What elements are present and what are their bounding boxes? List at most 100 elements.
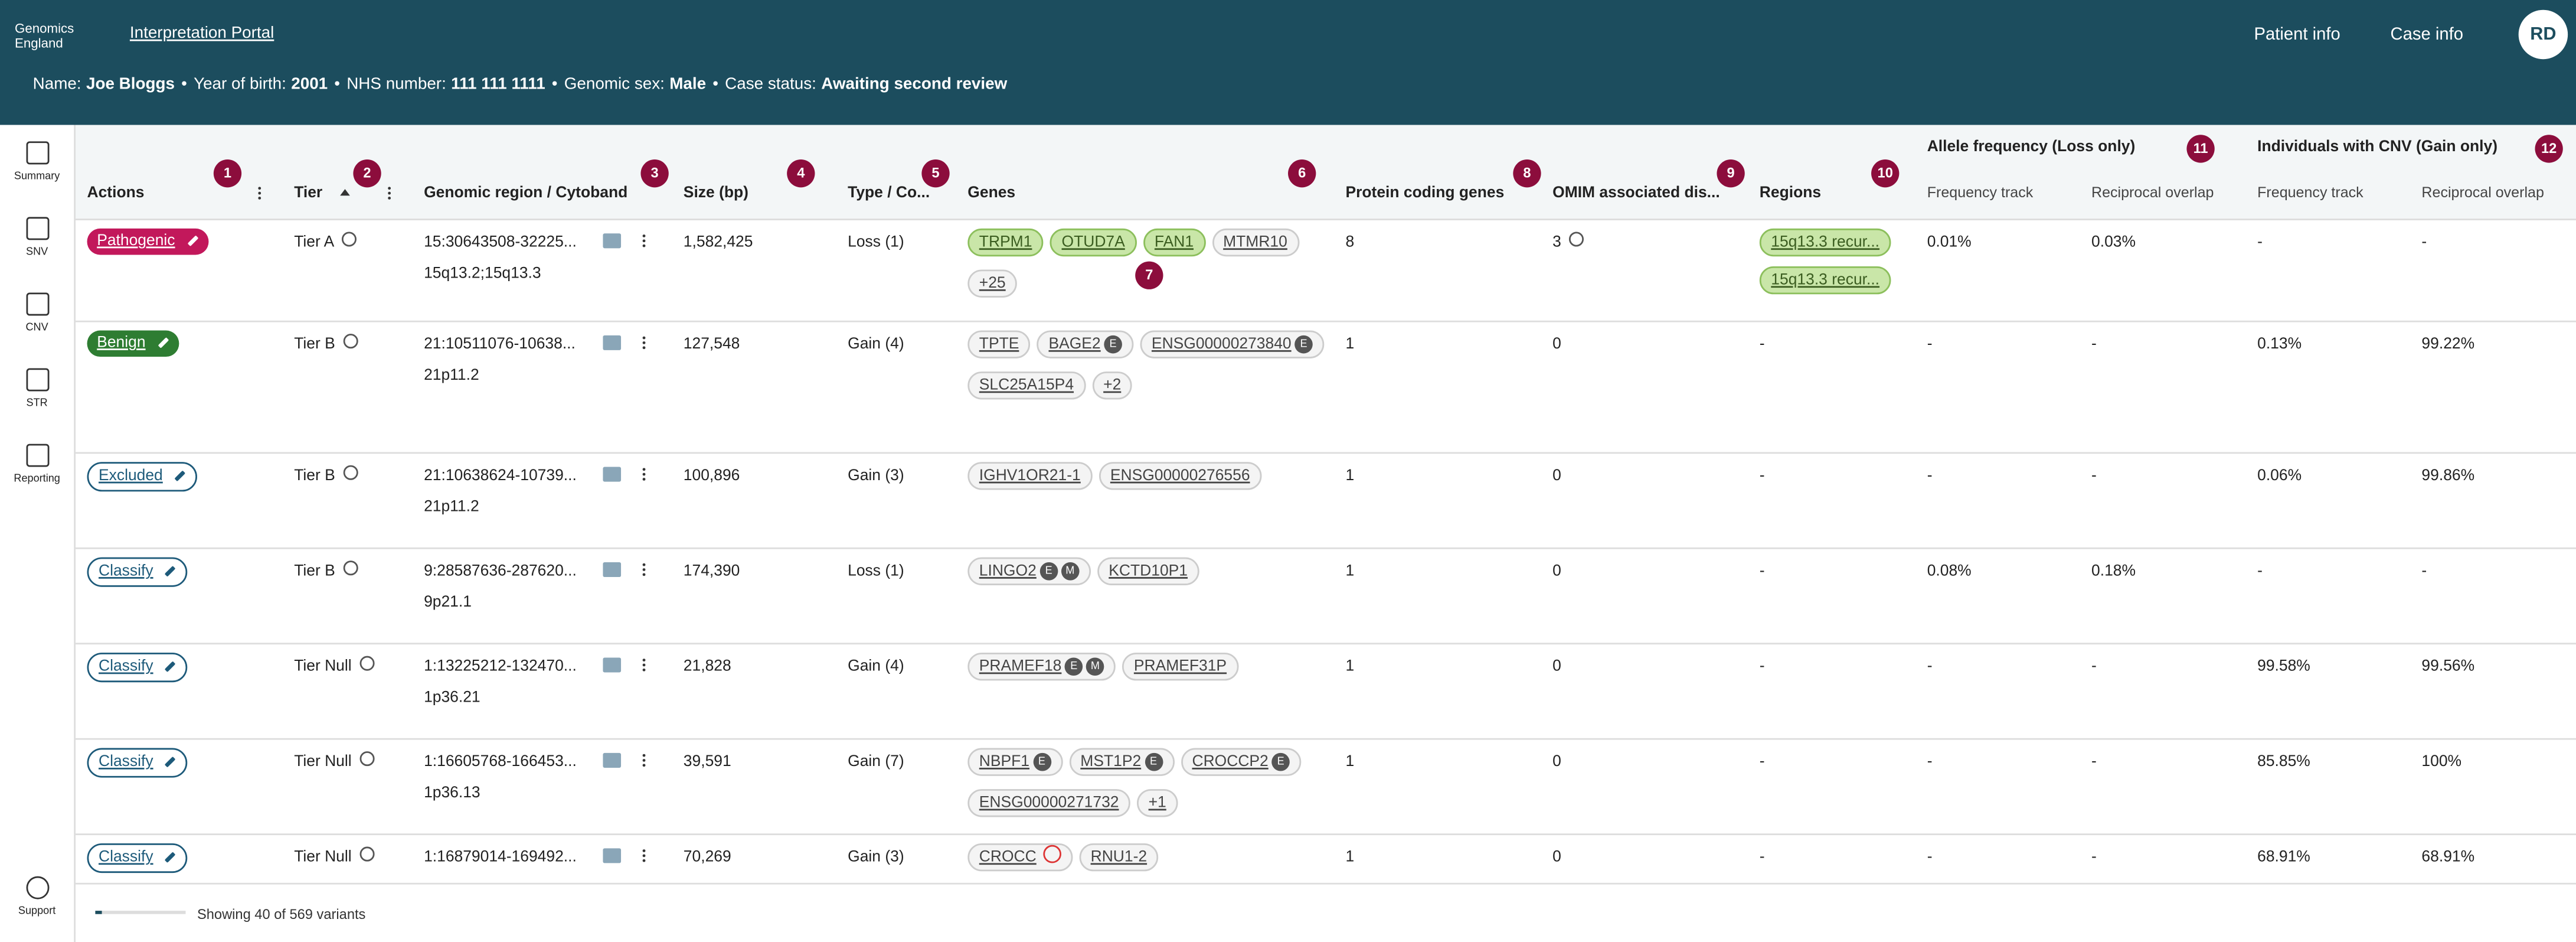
genome-browser-icon[interactable] — [603, 562, 622, 578]
gene-name: PRAMEF18 — [979, 657, 1062, 676]
gene-chip[interactable]: BAGE2 E — [1037, 330, 1134, 358]
column-header[interactable]: Actions — [87, 184, 145, 203]
region-cell: 15:30643508-32225... 15q13.2;15q13.3 — [424, 227, 638, 289]
nav-item[interactable]: CNV — [0, 292, 74, 334]
sort-icon[interactable] — [340, 189, 350, 196]
column-header[interactable]: Frequency track — [1927, 184, 2034, 201]
gene-chip[interactable]: KCTD10P1 — [1097, 557, 1199, 585]
gene-chip[interactable]: +1 — [1137, 789, 1178, 817]
gene-name: ENSG00000273840 — [1151, 335, 1292, 354]
genome-browser-icon[interactable] — [603, 335, 622, 350]
row-menu[interactable] — [642, 335, 646, 350]
column-menu[interactable] — [387, 185, 391, 201]
genome-browser-icon[interactable] — [603, 657, 622, 673]
gene-chip[interactable]: LINGO2 E M — [967, 557, 1091, 585]
column-header[interactable]: Reciprocal overlap — [2421, 184, 2544, 201]
gene-chip[interactable]: RNU1-2 — [1079, 843, 1159, 872]
classify-button[interactable]: Classify — [87, 653, 188, 683]
genomic-region[interactable]: 1:16879014-169492... — [424, 848, 577, 866]
annotation-marker: 6 — [1288, 159, 1316, 188]
genes-cell: CROCC RNU1-2 — [967, 843, 1337, 885]
ind-overlap: 99.86% — [2421, 467, 2475, 485]
portal-link[interactable]: Interpretation Portal — [129, 24, 274, 43]
row-menu[interactable] — [642, 562, 646, 578]
row-menu[interactable] — [642, 467, 646, 482]
gene-name: ENSG00000276556 — [1110, 467, 1250, 485]
nav-item[interactable]: Summary — [0, 141, 74, 182]
gene-chip[interactable]: PRAMEF31P — [1122, 653, 1238, 681]
column-header[interactable]: Frequency track — [2257, 184, 2363, 201]
gene-chip[interactable]: CROCCP2 E — [1180, 748, 1302, 776]
regions-cell: 15q13.3 recur... 15q13.3 recur... — [1759, 228, 1924, 304]
region-empty: - — [1759, 752, 1765, 771]
genomic-region[interactable]: 21:10638624-10739... — [424, 467, 577, 485]
genomic-region[interactable]: 9:28587636-287620... — [424, 562, 577, 581]
protein-coding-genes: 1 — [1345, 562, 1355, 581]
nav-item[interactable]: Reporting — [0, 444, 74, 485]
gene-chip[interactable]: ENSG00000276556 — [1099, 462, 1262, 490]
gene-chip[interactable]: ENSG00000271732 — [967, 789, 1130, 817]
region-chip[interactable]: 15q13.3 recur... — [1759, 228, 1891, 257]
af-freq: 0.01% — [1927, 233, 1972, 252]
gene-chip[interactable]: SLC25A15P4 — [967, 371, 1086, 400]
row-menu[interactable] — [642, 233, 646, 249]
gene-chip[interactable]: MST1P2 E — [1068, 748, 1174, 776]
column-header[interactable]: Tier — [294, 184, 323, 203]
field-label: Case status: — [725, 76, 816, 94]
gene-chip[interactable]: +25 — [967, 269, 1018, 298]
classify-button[interactable]: Classify — [87, 557, 188, 587]
gene-chip[interactable]: OTUD7A — [1050, 228, 1137, 257]
menu[interactable]: Case info — [2390, 24, 2464, 45]
avatar[interactable]: RD — [2518, 9, 2568, 60]
omim-cell: 0 — [1552, 334, 1561, 357]
nav-item[interactable]: STR — [0, 368, 74, 409]
genes-cell: TRPM1 OTUD7A FAN1 MTMR10 +25 — [967, 228, 1337, 311]
row-menu[interactable] — [642, 657, 646, 673]
column-header[interactable]: Type / Co... — [848, 184, 930, 203]
genomic-region[interactable]: 1:13225212-132470... — [424, 657, 577, 676]
row-menu[interactable] — [642, 752, 646, 768]
column-header[interactable]: Regions — [1759, 184, 1822, 203]
genomic-region[interactable]: 15:30643508-32225... — [424, 233, 577, 252]
region-chip[interactable]: 15q13.3 recur... — [1759, 266, 1891, 295]
gene-chip[interactable]: FAN1 — [1143, 228, 1205, 257]
column-menu[interactable] — [257, 185, 261, 201]
genes-cell: TPTE BAGE2 E ENSG00000273840 E SLC25A15P4 +2 — [967, 330, 1337, 413]
column-header[interactable]: Protein coding genes — [1345, 184, 1505, 203]
warning-icon — [1042, 845, 1061, 863]
gene-chip[interactable]: ENSG00000273840 E — [1140, 330, 1325, 358]
genome-browser-icon[interactable] — [603, 752, 622, 768]
gene-chip[interactable]: PRAMEF18 E M — [967, 653, 1116, 681]
classify-button[interactable]: Benign — [87, 330, 179, 357]
gene-chip[interactable]: MTMR10 — [1211, 228, 1299, 257]
nav-label: Reporting — [14, 473, 60, 485]
classify-button[interactable]: Classify — [87, 843, 188, 873]
classify-button[interactable]: Excluded — [87, 462, 198, 492]
nav-item[interactable]: SNV — [0, 217, 74, 258]
omim-cell: 0 — [1552, 751, 1561, 774]
column-header[interactable]: Size (bp) — [683, 184, 749, 203]
gene-chip[interactable]: IGHV1OR21-1 — [967, 462, 1093, 490]
genomic-region[interactable]: 1:16605768-166453... — [424, 752, 577, 771]
classify-button[interactable]: Pathogenic — [87, 228, 208, 255]
gene-chip[interactable]: TPTE — [967, 330, 1031, 358]
type: Gain (7) — [848, 752, 904, 771]
classify-button[interactable]: Classify — [87, 748, 188, 778]
gene-chip[interactable]: NBPF1 E — [967, 748, 1063, 776]
column-header[interactable]: Genes — [967, 184, 1016, 203]
protein-coding-genes: 1 — [1345, 657, 1355, 676]
genome-browser-icon[interactable] — [603, 848, 622, 863]
row-menu[interactable] — [642, 848, 646, 863]
gene-chip[interactable]: TRPM1 — [967, 228, 1044, 257]
column-header[interactable]: Reciprocal overlap — [2091, 184, 2214, 201]
genome-browser-icon[interactable] — [603, 467, 622, 482]
genome-browser-icon[interactable] — [603, 233, 622, 249]
genomic-region[interactable]: 21:10511076-10638... — [424, 335, 576, 354]
column-header[interactable]: Genomic region / Cytoband — [424, 184, 628, 203]
nav-item[interactable]: Support — [0, 876, 74, 917]
region-empty: - — [1759, 335, 1765, 354]
gene-chip[interactable]: CROCC — [967, 843, 1073, 872]
gene-chip[interactable]: +2 — [1091, 371, 1133, 400]
menu[interactable]: Patient info — [2254, 24, 2340, 45]
column-header[interactable]: OMIM associated dis... — [1552, 184, 1720, 203]
